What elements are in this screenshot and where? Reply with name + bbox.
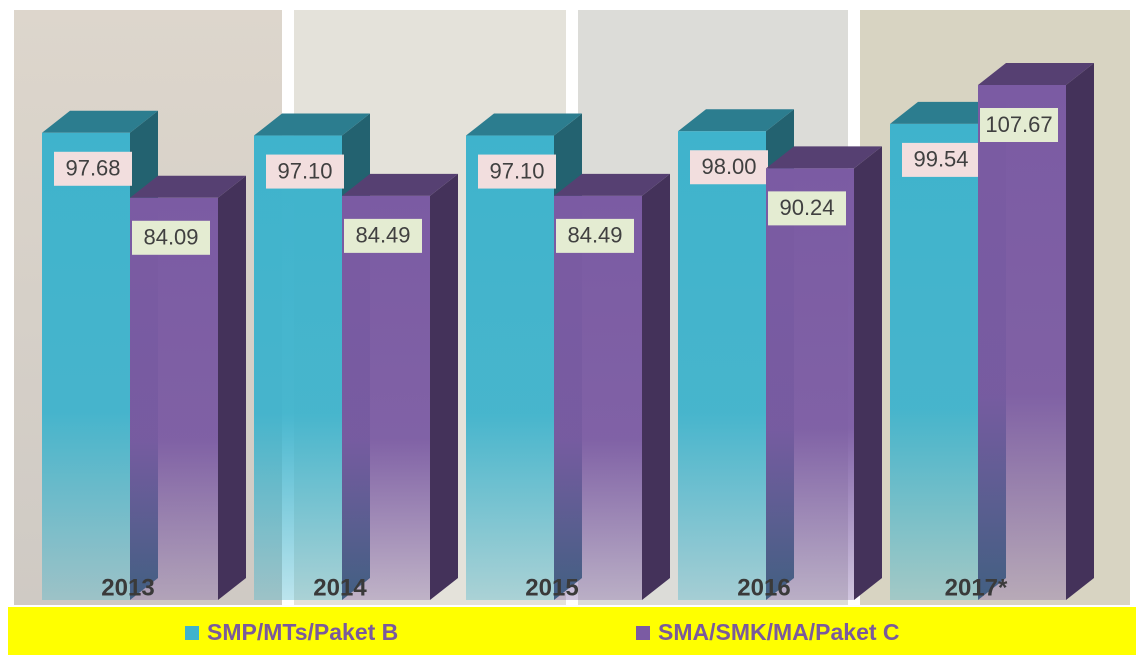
value-label: 84.49	[355, 223, 410, 248]
bar	[978, 85, 1066, 600]
bar-side	[218, 176, 246, 600]
bar	[254, 136, 342, 600]
legend-swatch	[636, 626, 650, 640]
bar-side	[1066, 63, 1094, 600]
value-label: 84.09	[143, 225, 198, 250]
value-label: 97.10	[489, 158, 544, 183]
value-label: 97.10	[277, 158, 332, 183]
legend-swatch	[185, 626, 199, 640]
x-tick-label: 2013	[101, 574, 154, 601]
bar-side	[642, 174, 670, 600]
x-tick-label: 2014	[313, 574, 367, 601]
bar-side	[854, 146, 882, 600]
value-label: 99.54	[913, 147, 968, 172]
bar	[130, 198, 218, 600]
value-label: 90.24	[779, 195, 834, 220]
bar	[466, 136, 554, 600]
x-tick-label: 2017*	[945, 574, 1008, 601]
bar	[678, 131, 766, 600]
value-label: 107.67	[985, 112, 1052, 137]
legend-label: SMP/MTs/Paket B	[207, 619, 398, 645]
chart: 97.68 84.09 2013 97.10 84.49 2014 97.10 84.49 20…	[0, 0, 1144, 655]
value-label: 97.68	[65, 156, 120, 181]
bar	[554, 196, 642, 600]
bar	[342, 196, 430, 600]
bar	[766, 168, 854, 600]
legend-band	[8, 607, 1136, 655]
bar	[890, 124, 978, 600]
bar-side	[430, 174, 458, 600]
x-tick-label: 2015	[525, 574, 578, 601]
legend-label: SMA/SMK/MA/Paket C	[658, 619, 900, 645]
x-tick-label: 2016	[737, 574, 790, 601]
value-label: 98.00	[701, 154, 756, 179]
bar	[42, 133, 130, 600]
value-label: 84.49	[567, 223, 622, 248]
